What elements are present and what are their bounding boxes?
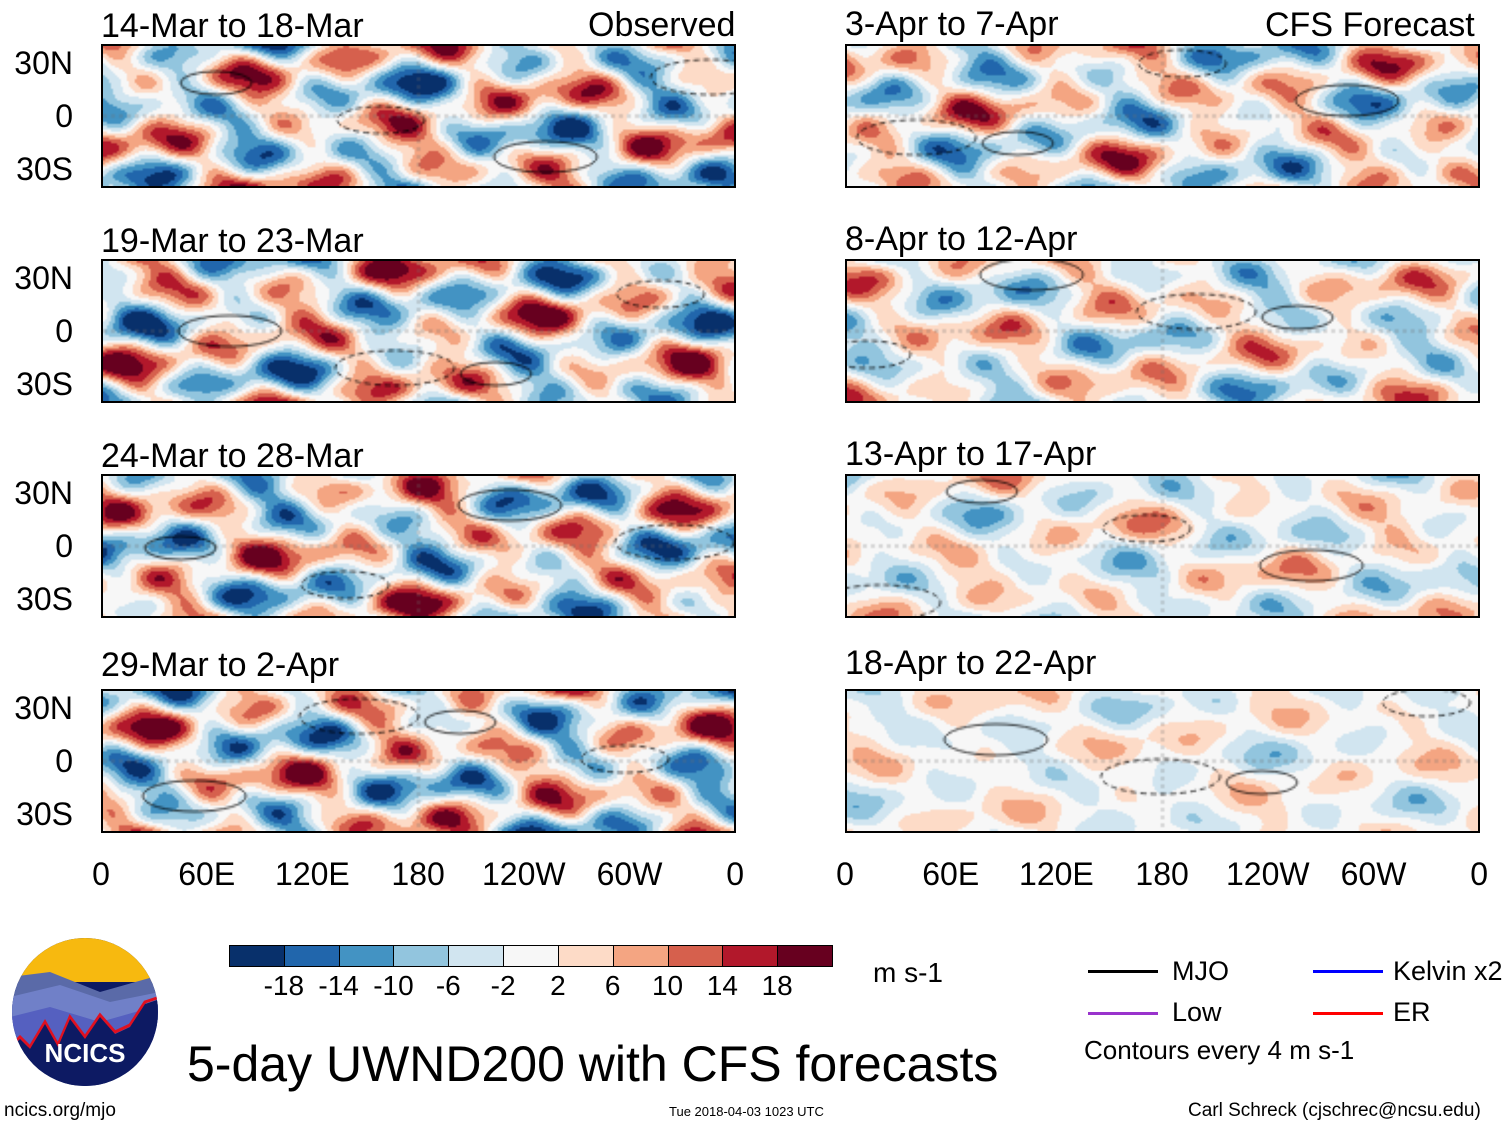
lon-label: 0 — [726, 856, 745, 892]
legend-er-line — [1313, 1012, 1383, 1015]
colorbar-swatch — [393, 945, 450, 967]
wind-anomaly-field — [847, 46, 1478, 186]
legend-kelvin-line — [1313, 970, 1383, 973]
legend-mjo-line — [1088, 970, 1158, 973]
ncics-logo: NCICS — [12, 938, 158, 1086]
lat-label: 0 — [55, 313, 73, 349]
colorbar-swatch — [612, 945, 669, 967]
lat-label: 0 — [55, 98, 73, 134]
observed-panel-title: 29-Mar to 2-Apr — [101, 646, 340, 684]
lon-label: 180 — [391, 856, 445, 892]
cfs-forecast-header: CFS Forecast — [1265, 6, 1475, 44]
colorbar-label: 10 — [651, 970, 684, 1001]
contour-note: Contours every 4 m s-1 — [1084, 1035, 1355, 1065]
figure-title: 5-day UWND200 with CFS forecasts — [187, 1036, 999, 1092]
lon-label: 120E — [275, 856, 350, 892]
lon-label: 180 — [1135, 856, 1189, 892]
colorbar-swatch — [503, 945, 559, 967]
legend-kelvin: Kelvin x2 — [1393, 956, 1503, 986]
lon-label: 0 — [836, 856, 854, 892]
colorbar-label: -10 — [373, 970, 414, 1001]
lon-label: 0 — [1470, 856, 1489, 892]
colorbar-swatch — [338, 945, 395, 967]
logo-text: NCICS — [45, 1038, 126, 1068]
lon-label: 120E — [1019, 856, 1094, 892]
observed-map-panel — [101, 44, 736, 188]
lat-label: 30N — [14, 260, 73, 296]
footer-url[interactable]: ncics.org/mjo — [4, 1100, 116, 1121]
colorbar-label: -14 — [318, 970, 359, 1001]
forecast-map-panel — [845, 474, 1480, 618]
legend-low-line — [1088, 1012, 1158, 1015]
lon-label: 60E — [922, 856, 980, 892]
colorbar-swatch — [722, 945, 779, 967]
legend-low: Low — [1172, 997, 1222, 1027]
observed-map-panel — [101, 474, 736, 618]
lon-label: 60W — [596, 856, 663, 892]
colorbar-label: -18 — [263, 970, 305, 1001]
forecast-map-panel — [845, 44, 1480, 188]
lat-label: 30S — [16, 796, 73, 832]
lon-label: 0 — [92, 856, 110, 892]
lon-label: 60E — [178, 856, 236, 892]
colorbar-swatch — [777, 945, 833, 967]
colorbar-swatch — [283, 945, 340, 967]
legend-mjo: MJO — [1172, 956, 1229, 986]
forecast-panel-title: 3-Apr to 7-Apr — [845, 5, 1059, 43]
wind-anomaly-field — [103, 691, 734, 831]
wind-anomaly-field — [103, 476, 734, 616]
lat-label: 30N — [14, 475, 73, 511]
colorbar-label: -6 — [435, 970, 461, 1001]
wind-anomaly-field — [103, 261, 734, 401]
colorbar-label: 18 — [761, 970, 793, 1001]
observed-map-panel — [101, 259, 736, 403]
colorbar-label: 6 — [604, 970, 621, 1001]
lon-label: 120W — [1226, 856, 1310, 892]
lon-label: 60W — [1340, 856, 1407, 892]
lat-label: 0 — [55, 528, 73, 564]
colorbar-swatch — [557, 945, 614, 967]
colorbar-label: -2 — [490, 970, 516, 1001]
colorbar-swatch — [448, 945, 505, 967]
forecast-panel-title: 8-Apr to 12-Apr — [845, 220, 1078, 258]
colorbar-swatch — [229, 945, 285, 967]
colorbar-label: 2 — [550, 970, 566, 1001]
observed-panel-title: 14-Mar to 18-Mar — [101, 7, 364, 45]
lat-label: 30S — [16, 366, 73, 402]
wind-anomaly-field — [847, 261, 1478, 401]
footer-author: Carl Schreck (cjschrec@ncsu.edu) — [1188, 1100, 1481, 1121]
colorbar-swatch — [667, 945, 724, 967]
lat-label: 30S — [16, 581, 73, 617]
legend-er: ER — [1393, 997, 1431, 1027]
observed-panel-title: 24-Mar to 28-Mar — [101, 437, 364, 475]
forecast-panel-title: 13-Apr to 17-Apr — [845, 435, 1097, 473]
lat-label: 30S — [16, 151, 73, 187]
colorbar-label: 14 — [706, 970, 738, 1001]
forecast-map-panel — [845, 259, 1480, 403]
wind-anomaly-field — [103, 46, 734, 186]
wind-anomaly-field — [847, 476, 1478, 616]
lat-label: 0 — [55, 743, 73, 779]
footer-timestamp: Tue 2018-04-03 1023 UTC — [669, 1104, 824, 1119]
lon-label: 120W — [482, 856, 566, 892]
forecast-map-panel — [845, 689, 1480, 833]
colorbar-units: m s-1 — [873, 957, 943, 988]
observed-panel-title: 19-Mar to 23-Mar — [101, 222, 364, 260]
wind-anomaly-field — [847, 691, 1478, 831]
lat-label: 30N — [14, 690, 73, 726]
lat-label: 30N — [14, 45, 73, 81]
observed-header: Observed — [588, 6, 736, 44]
observed-map-panel — [101, 689, 736, 833]
forecast-panel-title: 18-Apr to 22-Apr — [845, 644, 1097, 682]
